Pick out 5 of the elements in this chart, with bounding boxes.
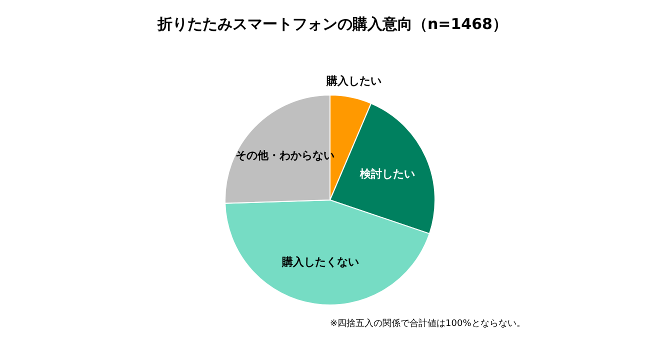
slice-label: 購入したい — [326, 74, 382, 88]
slice-label: 購入したくない — [281, 255, 360, 268]
text: ※四捨五入の関係で合計値は100%とならない。 — [330, 318, 526, 329]
slice-label: 検討したい — [359, 167, 415, 180]
chart-title: 折りたたみスマートフォンの購入意向（n=1468） — [156, 15, 508, 33]
